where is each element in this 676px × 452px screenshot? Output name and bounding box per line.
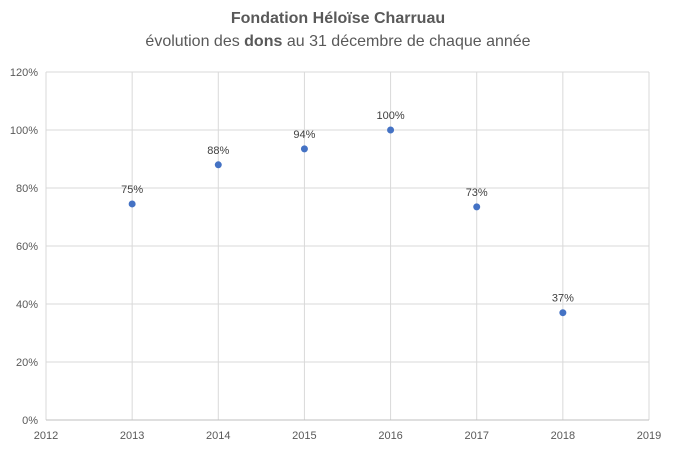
y-tick-label: 20%: [16, 357, 38, 369]
x-tick-label: 2014: [206, 430, 230, 442]
data-point: [559, 309, 567, 317]
x-tick-label: 2013: [120, 430, 144, 442]
data-point: [300, 145, 308, 153]
y-tick-label: 120%: [10, 67, 38, 79]
y-tick-label: 100%: [10, 125, 38, 137]
subtitle-text-bold: dons: [244, 33, 283, 50]
data-point: [473, 203, 481, 211]
data-label: 88%: [207, 145, 229, 157]
chart-subtitle: évolution des dons au 31 décembre de cha…: [0, 33, 676, 51]
y-tick-label: 60%: [16, 241, 38, 253]
subtitle-text-post: au 31 décembre de chaque année: [282, 33, 531, 50]
y-tick-label: 40%: [16, 299, 38, 311]
data-point: [387, 126, 395, 134]
data-label: 37%: [552, 293, 574, 305]
subtitle-text-pre: évolution des: [145, 33, 245, 50]
data-point: [128, 200, 136, 208]
data-label: 100%: [377, 110, 405, 122]
x-tick-label: 2015: [292, 430, 316, 442]
x-tick-label: 2019: [637, 430, 661, 442]
y-tick-label: 0%: [22, 415, 38, 427]
x-tick-label: 2012: [34, 430, 58, 442]
x-tick-label: 2016: [378, 430, 402, 442]
chart-title: Fondation Héloïse Charruau: [230, 10, 446, 27]
data-label: 73%: [466, 187, 488, 199]
data-label: 75%: [121, 184, 143, 196]
data-point: [214, 161, 222, 169]
data-label: 94%: [293, 129, 315, 141]
x-tick-label: 2018: [551, 430, 575, 442]
y-tick-label: 80%: [16, 183, 38, 195]
x-tick-label: 2017: [464, 430, 488, 442]
